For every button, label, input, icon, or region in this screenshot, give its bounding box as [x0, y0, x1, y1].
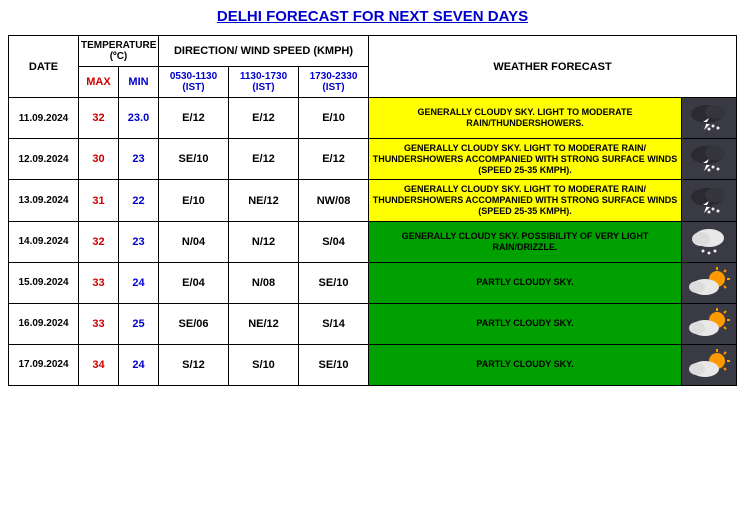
table-row: 13.09.20243122E/10NE/12NW/08GENERALLY CL…	[9, 180, 737, 221]
wind-2: E/12	[229, 98, 299, 139]
min-temp: 23.0	[119, 98, 159, 139]
weather-icon	[681, 180, 736, 221]
wind-1: N/04	[159, 221, 229, 262]
wind-2: N/12	[229, 221, 299, 262]
header-wind2: 1130-1730 (IST)	[229, 67, 299, 98]
weather-icon	[681, 262, 736, 303]
forecast-text: PARTLY CLOUDY SKY.	[369, 344, 682, 385]
wind-1: E/04	[159, 262, 229, 303]
wind-1: E/12	[159, 98, 229, 139]
header-min: MIN	[119, 67, 159, 98]
wind-3: E/12	[299, 139, 369, 180]
wind-2: NE/12	[229, 180, 299, 221]
date-cell: 17.09.2024	[9, 344, 79, 385]
wind-3: E/10	[299, 98, 369, 139]
weather-icon	[681, 344, 736, 385]
forecast-text: GENERALLY CLOUDY SKY. LIGHT TO MODERATE …	[369, 98, 682, 139]
table-row: 17.09.20243424S/12S/10SE/10PARTLY CLOUDY…	[9, 344, 737, 385]
page-title: DELHI FORECAST FOR NEXT SEVEN DAYS	[8, 8, 737, 25]
date-cell: 15.09.2024	[9, 262, 79, 303]
header-temp: TEMPERATURE (ºC)	[79, 36, 159, 67]
wind-2: N/08	[229, 262, 299, 303]
forecast-text: GENERALLY CLOUDY SKY. POSSIBILITY OF VER…	[369, 221, 682, 262]
wind-2: S/10	[229, 344, 299, 385]
wind-1: E/10	[159, 180, 229, 221]
min-temp: 24	[119, 262, 159, 303]
header-date: DATE	[9, 36, 79, 98]
wind-3: SE/10	[299, 344, 369, 385]
max-temp: 33	[79, 303, 119, 344]
date-cell: 14.09.2024	[9, 221, 79, 262]
header-wind3: 1730-2330 (IST)	[299, 67, 369, 98]
weather-icon	[681, 139, 736, 180]
weather-icon	[681, 303, 736, 344]
header-max: MAX	[79, 67, 119, 98]
min-temp: 23	[119, 139, 159, 180]
date-cell: 12.09.2024	[9, 139, 79, 180]
table-row: 11.09.20243223.0E/12E/12E/10GENERALLY CL…	[9, 98, 737, 139]
header-wind1: 0530-1130 (IST)	[159, 67, 229, 98]
wind-1: SE/06	[159, 303, 229, 344]
forecast-text: GENERALLY CLOUDY SKY. LIGHT TO MODERATE …	[369, 139, 682, 180]
header-wind: DIRECTION/ WIND SPEED (KMPH)	[159, 36, 369, 67]
max-temp: 31	[79, 180, 119, 221]
max-temp: 30	[79, 139, 119, 180]
max-temp: 33	[79, 262, 119, 303]
wind-3: NW/08	[299, 180, 369, 221]
min-temp: 23	[119, 221, 159, 262]
wind-3: S/04	[299, 221, 369, 262]
max-temp: 32	[79, 221, 119, 262]
table-row: 15.09.20243324E/04N/08SE/10PARTLY CLOUDY…	[9, 262, 737, 303]
max-temp: 34	[79, 344, 119, 385]
forecast-text: PARTLY CLOUDY SKY.	[369, 262, 682, 303]
wind-1: S/12	[159, 344, 229, 385]
table-row: 16.09.20243325SE/06NE/12S/14PARTLY CLOUD…	[9, 303, 737, 344]
wind-2: NE/12	[229, 303, 299, 344]
forecast-table: DATE TEMPERATURE (ºC) DIRECTION/ WIND SP…	[8, 35, 737, 386]
wind-2: E/12	[229, 139, 299, 180]
forecast-text: GENERALLY CLOUDY SKY. LIGHT TO MODERATE …	[369, 180, 682, 221]
date-cell: 11.09.2024	[9, 98, 79, 139]
weather-icon	[681, 98, 736, 139]
wind-3: S/14	[299, 303, 369, 344]
min-temp: 22	[119, 180, 159, 221]
forecast-text: PARTLY CLOUDY SKY.	[369, 303, 682, 344]
table-row: 14.09.20243223N/04N/12S/04GENERALLY CLOU…	[9, 221, 737, 262]
min-temp: 24	[119, 344, 159, 385]
wind-3: SE/10	[299, 262, 369, 303]
date-cell: 16.09.2024	[9, 303, 79, 344]
table-row: 12.09.20243023SE/10E/12E/12GENERALLY CLO…	[9, 139, 737, 180]
date-cell: 13.09.2024	[9, 180, 79, 221]
header-forecast: WEATHER FORECAST	[369, 36, 737, 98]
wind-1: SE/10	[159, 139, 229, 180]
max-temp: 32	[79, 98, 119, 139]
min-temp: 25	[119, 303, 159, 344]
weather-icon	[681, 221, 736, 262]
